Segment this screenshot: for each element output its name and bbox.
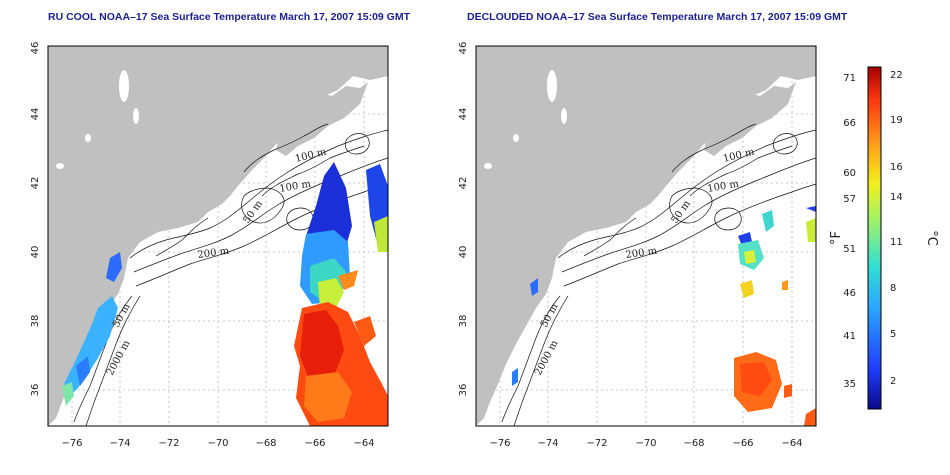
- y-tick-label: 36: [30, 384, 41, 397]
- sst-swath-east: [294, 162, 388, 426]
- celsius-tick: 16: [890, 162, 903, 173]
- x-tick-label: −72: [586, 438, 607, 449]
- right-map-panel: 100 m 100 m 50 m 200 m 50 m 2000 m −76 −…: [458, 42, 817, 449]
- x-tick-label: −74: [537, 438, 558, 449]
- x-tick-label: −72: [158, 438, 179, 449]
- celsius-tick: 8: [890, 283, 896, 294]
- y-tick-label: 40: [30, 246, 41, 259]
- contour-label-200m: 200 m: [625, 246, 658, 261]
- fahrenheit-tick: 60: [843, 168, 856, 179]
- x-tick-label: −68: [683, 438, 704, 449]
- celsius-tick: 14: [890, 192, 903, 203]
- sst-swath-coast: [62, 252, 122, 406]
- x-tick-label: −64: [353, 438, 374, 449]
- fahrenheit-tick: 46: [843, 288, 856, 299]
- temperature-colorbar: 71 66 60 57 51 46 41 35 22 19 16 14 11 8…: [829, 66, 939, 410]
- right-y-axis: 36 38 40 42 44 46: [458, 42, 469, 397]
- x-tick-label: −70: [635, 438, 656, 449]
- fahrenheit-scale: 71 66 60 57 51 46 41 35: [843, 73, 856, 390]
- celsius-tick: 2: [890, 376, 896, 387]
- y-tick-label: 46: [30, 42, 41, 55]
- y-tick-label: 44: [30, 108, 41, 121]
- y-tick-label: 36: [458, 384, 469, 397]
- celsius-scale: 22 19 16 14 11 8 5 2: [890, 70, 903, 387]
- fahrenheit-tick: 41: [843, 331, 856, 342]
- left-x-axis: −76 −74 −72 −70 −68 −66 −64: [61, 438, 374, 449]
- colorbar-gradient: [867, 66, 882, 410]
- y-tick-label: 42: [30, 177, 41, 190]
- x-tick-label: −76: [61, 438, 82, 449]
- x-tick-label: −76: [489, 438, 510, 449]
- y-tick-label: 46: [458, 42, 469, 55]
- y-tick-label: 40: [458, 246, 469, 259]
- celsius-tick: 22: [890, 70, 903, 81]
- x-tick-label: −70: [207, 438, 228, 449]
- left-map-panel: 100 m 100 m 50 m 200 m 50 m 2000 m −76 −…: [30, 42, 389, 449]
- fahrenheit-tick: 66: [843, 118, 856, 129]
- y-tick-label: 42: [458, 177, 469, 190]
- x-tick-label: −74: [109, 438, 130, 449]
- x-tick-label: −66: [304, 438, 325, 449]
- fahrenheit-tick: 51: [843, 244, 856, 255]
- x-tick-label: −64: [781, 438, 802, 449]
- celsius-tick: 19: [890, 115, 903, 126]
- celsius-tick: 5: [890, 329, 896, 340]
- x-tick-label: −68: [255, 438, 276, 449]
- left-y-axis: 36 38 40 42 44 46: [30, 42, 41, 397]
- celsius-tick: 11: [890, 237, 903, 248]
- left-panel-title: RU COOL NOAA–17 Sea Surface Temperature …: [48, 11, 411, 23]
- contour-label-200m: 200 m: [197, 246, 230, 261]
- fahrenheit-tick: 71: [843, 73, 856, 84]
- y-tick-label: 44: [458, 108, 469, 121]
- celsius-unit-label: °C: [924, 230, 939, 246]
- fahrenheit-unit-label: °F: [829, 231, 844, 245]
- right-panel-title: DECLOUDED NOAA–17 Sea Surface Temperatur…: [467, 11, 848, 23]
- y-tick-label: 38: [458, 315, 469, 328]
- right-x-axis: −76 −74 −72 −70 −68 −66 −64: [489, 438, 802, 449]
- fahrenheit-tick: 57: [843, 194, 856, 205]
- y-tick-label: 38: [30, 315, 41, 328]
- sst-declouded-patches: [512, 206, 816, 426]
- x-tick-label: −66: [732, 438, 753, 449]
- fahrenheit-tick: 35: [843, 379, 856, 390]
